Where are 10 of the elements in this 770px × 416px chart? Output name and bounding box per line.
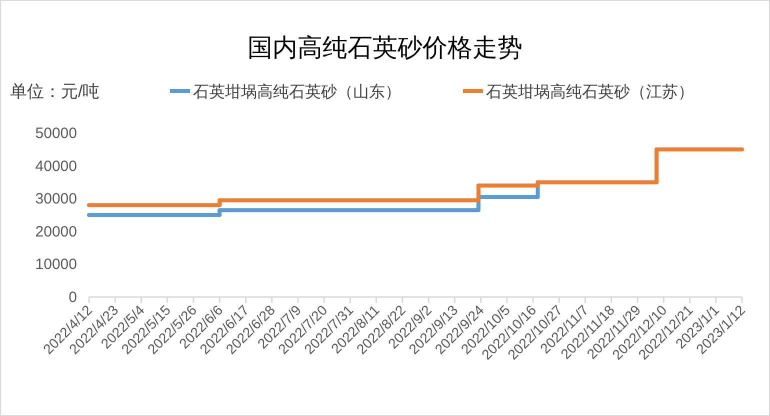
ytick: 10000 [35, 256, 77, 274]
ytick: 30000 [35, 190, 77, 208]
annotation: 单位：元/吨 [10, 82, 100, 101]
ytick: 40000 [35, 158, 77, 175]
ytick: 50000 [35, 125, 77, 142]
title: 国内高纯石英砂价格走势 [248, 34, 522, 62]
ytick: 0 [68, 289, 77, 306]
ytick: 20000 [35, 223, 77, 240]
legend: 石英坩埚高纯石英砂（山东） [193, 84, 401, 101]
legend: 石英坩埚高纯石英砂（江苏） [486, 84, 694, 101]
